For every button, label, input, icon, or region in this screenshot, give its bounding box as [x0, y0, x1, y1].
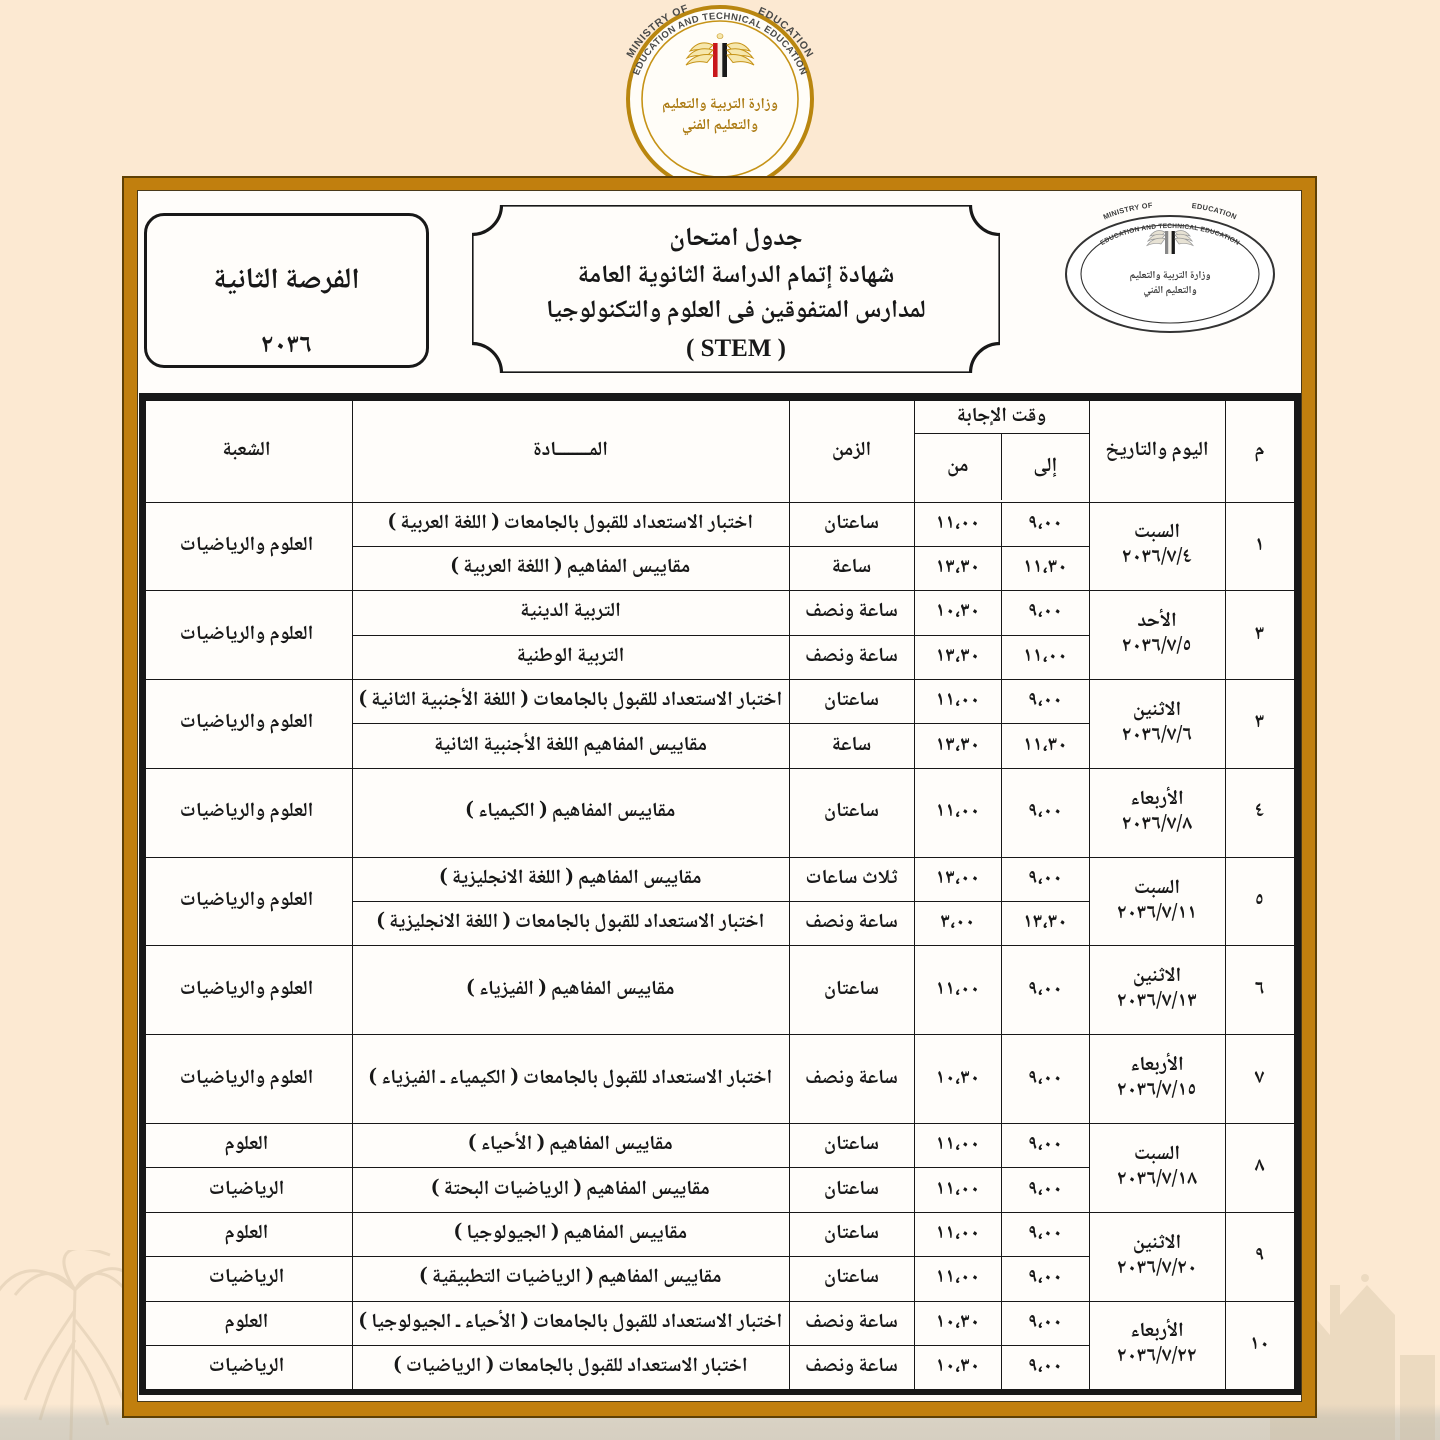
svg-text:والتعليم الفني: والتعليم الفني [682, 113, 758, 139]
svg-text:والتعليم الفني: والتعليم الفني [1143, 282, 1196, 300]
svg-text:لمدارس المتفوقين فى العلوم وال: لمدارس المتفوقين فى العلوم والتكنولوجيا [546, 290, 926, 333]
svg-text:( STEM ): ( STEM ) [686, 335, 786, 362]
